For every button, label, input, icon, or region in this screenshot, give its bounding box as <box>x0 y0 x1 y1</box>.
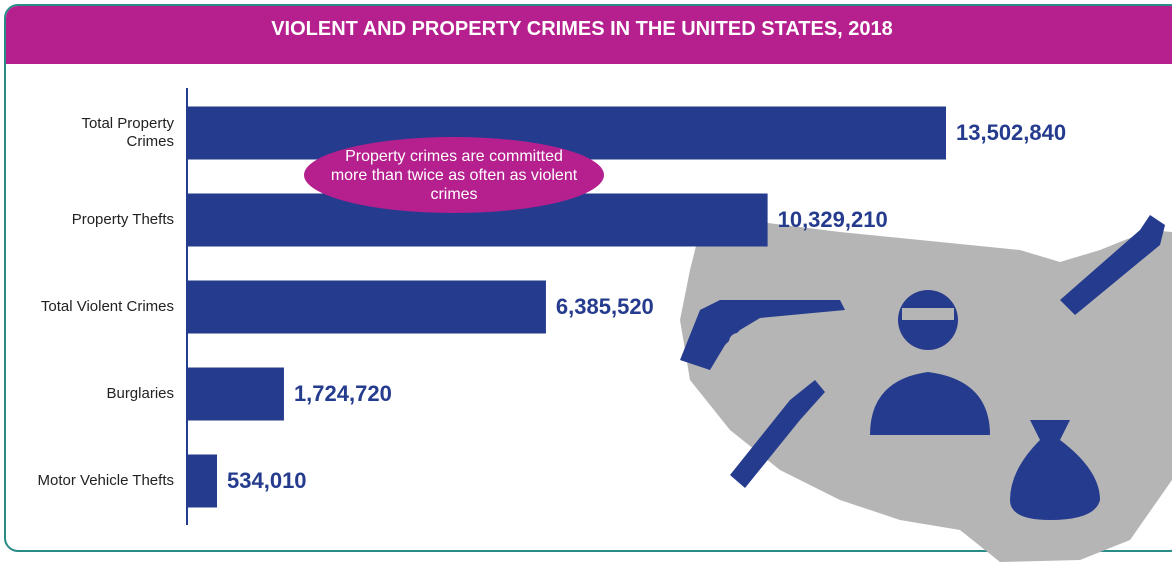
robber-mask <box>902 308 954 320</box>
hammer-icon <box>1060 215 1165 315</box>
value-label: 10,329,210 <box>777 207 888 232</box>
category-label: Burglaries <box>106 385 174 402</box>
category-label: Total Property Crimes <box>81 115 174 150</box>
value-label: 6,385,520 <box>555 294 654 319</box>
annotation-bubble <box>304 137 604 213</box>
chart-title: VIOLENT AND PROPERTY CRIMES IN THE UNITE… <box>271 18 893 40</box>
frame <box>4 4 1172 552</box>
gun-trigger <box>729 333 747 351</box>
category-label: Motor Vehicle Thefts <box>37 472 174 489</box>
value-label: 534,010 <box>227 468 307 493</box>
value-label: 13,502,840 <box>956 120 1067 145</box>
category-label: Total Violent Crimes <box>40 298 174 315</box>
map-illustration <box>680 215 1172 562</box>
bar <box>187 367 284 421</box>
gun-icon <box>680 300 845 370</box>
bar <box>187 454 218 508</box>
value-label: 1,724,720 <box>293 381 392 406</box>
knife-icon <box>730 380 825 488</box>
robber-body <box>870 372 990 435</box>
bar <box>187 280 546 334</box>
money-bag <box>1010 420 1100 520</box>
header-band <box>6 6 1172 64</box>
category-label: Property Thefts <box>71 211 174 228</box>
annotation: Property crimes are committed more than … <box>330 147 578 203</box>
